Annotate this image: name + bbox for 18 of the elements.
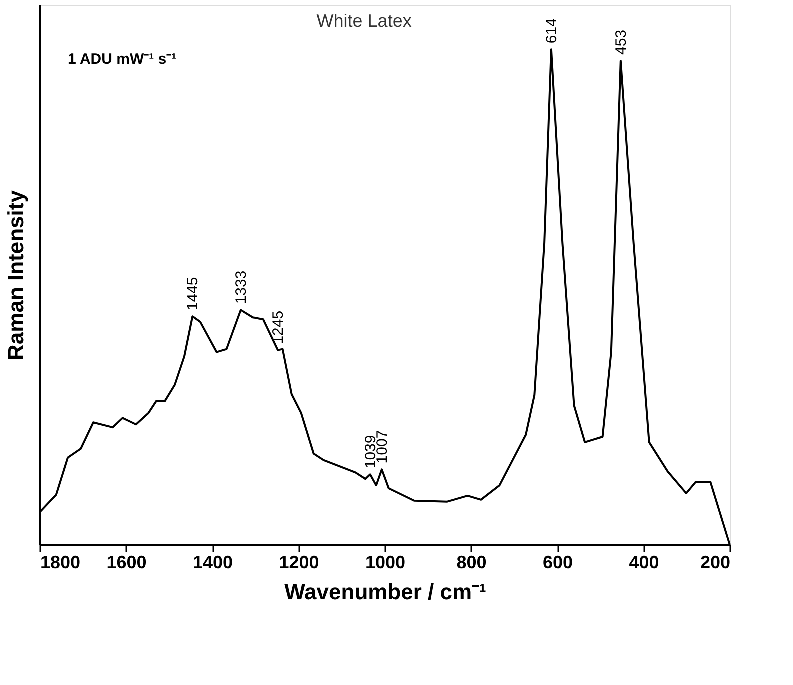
x-tick-label: 600 — [542, 552, 574, 572]
x-tick-label: 1200 — [279, 552, 320, 572]
annotation: 1245 — [270, 310, 288, 344]
y-axis-title: Raman Intensity — [4, 190, 28, 360]
annotation: 453 — [612, 30, 630, 55]
x-tick-label: 1000 — [365, 552, 406, 572]
annotation: 1333 — [232, 270, 250, 304]
annotation: 1445 — [184, 277, 202, 311]
x-tick-label: 1600 — [106, 552, 147, 572]
annotation: 1 ADU mW⁻¹ s⁻¹ — [68, 51, 177, 68]
chart-title: White Latex — [316, 11, 412, 31]
annotation: 614 — [543, 18, 560, 44]
x-tick-label: 1400 — [192, 552, 234, 572]
x-tick-label: 800 — [456, 552, 487, 572]
x-tick-label: 400 — [629, 552, 660, 572]
x-tick-label: 1800 — [40, 552, 81, 572]
x-tick-label: 200 — [700, 552, 730, 572]
x-axis-title: Wavenumber / cm⁻¹ — [284, 580, 486, 604]
